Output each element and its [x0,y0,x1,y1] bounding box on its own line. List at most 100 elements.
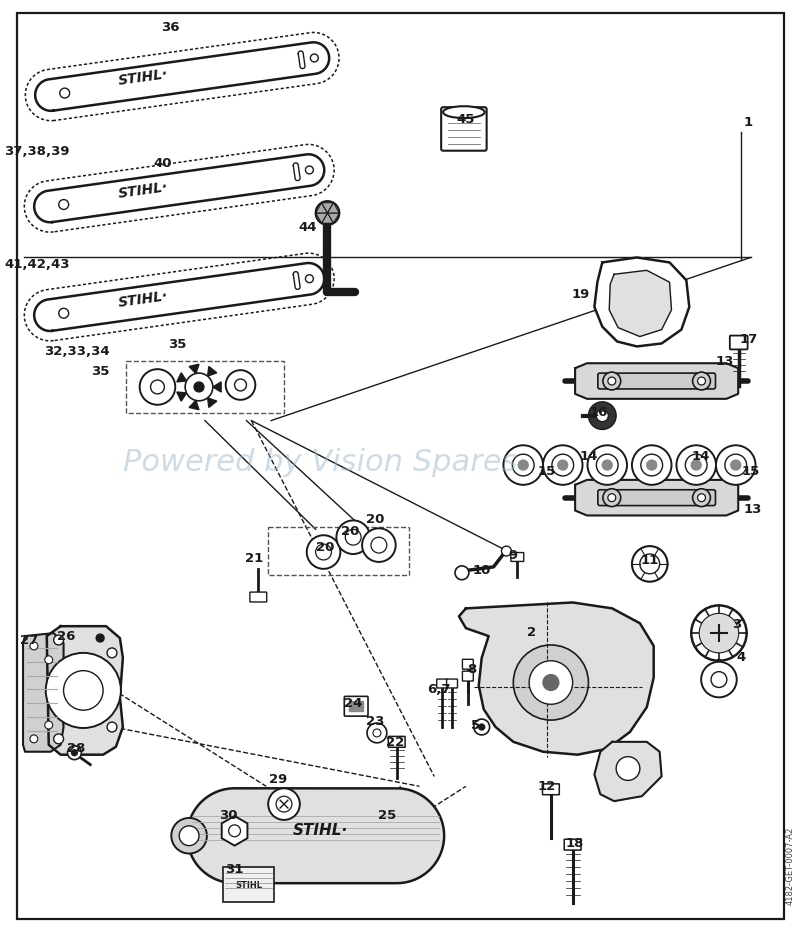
Circle shape [608,377,616,385]
Circle shape [603,489,621,506]
Text: 21: 21 [246,552,263,565]
Text: 23: 23 [366,715,384,728]
Text: 11: 11 [641,554,659,567]
Circle shape [641,454,662,476]
Text: 25: 25 [378,809,396,823]
Text: 20: 20 [316,541,334,554]
Text: 41,42,43: 41,42,43 [4,258,70,270]
Circle shape [502,546,511,556]
Text: 15: 15 [538,466,556,479]
FancyBboxPatch shape [730,335,748,349]
Circle shape [306,535,340,569]
Circle shape [716,445,755,485]
Polygon shape [575,363,738,399]
Circle shape [54,734,63,744]
Circle shape [362,529,396,562]
FancyBboxPatch shape [598,373,715,389]
Circle shape [711,671,727,687]
Text: 13: 13 [743,503,762,516]
Text: STIHL·: STIHL· [117,289,169,310]
Text: STIHL·: STIHL· [117,67,169,87]
Circle shape [552,454,574,476]
Circle shape [646,460,657,470]
Circle shape [310,54,318,62]
Circle shape [306,166,314,174]
Text: Powered by Vision Spares: Powered by Vision Spares [123,448,518,477]
Text: 35: 35 [168,338,186,351]
Polygon shape [23,633,63,752]
Polygon shape [594,257,690,346]
Circle shape [306,275,314,283]
Polygon shape [189,400,199,409]
Circle shape [63,670,103,710]
Text: 1: 1 [744,115,753,129]
Circle shape [503,445,543,485]
Circle shape [686,454,707,476]
Text: 14: 14 [692,450,710,463]
Text: 17: 17 [739,333,758,346]
Circle shape [640,554,660,574]
Circle shape [316,544,331,560]
FancyBboxPatch shape [511,552,524,562]
Text: 22: 22 [386,736,404,749]
Text: 12: 12 [538,779,556,793]
FancyBboxPatch shape [598,490,715,505]
Polygon shape [298,51,305,69]
Circle shape [474,719,490,735]
Polygon shape [322,203,334,213]
Circle shape [140,369,175,405]
Circle shape [96,634,104,642]
Polygon shape [177,392,186,401]
Circle shape [512,454,534,476]
Circle shape [179,826,199,846]
Text: 8: 8 [467,663,477,676]
Circle shape [632,546,667,581]
FancyBboxPatch shape [564,839,581,850]
Polygon shape [610,270,671,336]
Circle shape [589,402,616,429]
Polygon shape [459,603,654,755]
Text: 18: 18 [566,838,584,850]
Circle shape [543,445,582,485]
Polygon shape [34,154,324,223]
Polygon shape [316,213,327,223]
FancyBboxPatch shape [446,679,458,688]
Text: 28: 28 [67,742,86,755]
Circle shape [30,735,38,743]
Polygon shape [327,213,339,223]
Polygon shape [177,373,186,382]
Text: 29: 29 [269,773,287,786]
Circle shape [543,674,559,690]
Text: 40: 40 [153,157,172,170]
Polygon shape [575,480,738,516]
Text: 9: 9 [509,548,518,562]
FancyBboxPatch shape [462,659,474,670]
Circle shape [58,200,69,209]
Circle shape [58,308,69,318]
FancyBboxPatch shape [437,679,447,688]
Text: 4: 4 [736,652,746,664]
Polygon shape [316,203,327,213]
Circle shape [46,653,121,728]
Circle shape [67,746,82,760]
Text: STIHL: STIHL [235,881,262,889]
Circle shape [698,494,706,501]
Circle shape [558,460,568,470]
FancyBboxPatch shape [462,671,474,681]
Text: 19: 19 [571,287,590,300]
Text: 20: 20 [366,513,384,526]
Circle shape [603,372,621,390]
Circle shape [107,722,117,731]
Polygon shape [208,366,217,377]
Polygon shape [322,213,334,223]
Circle shape [346,530,361,546]
Text: 24: 24 [344,697,362,710]
Polygon shape [187,789,444,884]
Circle shape [336,520,370,554]
Text: 32,33,34: 32,33,34 [43,345,110,358]
Circle shape [234,379,246,391]
Polygon shape [208,398,217,408]
Bar [126,362,284,412]
Circle shape [478,724,485,730]
Circle shape [226,370,255,400]
